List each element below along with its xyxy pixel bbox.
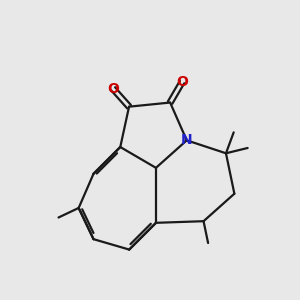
Text: O: O — [107, 82, 119, 96]
Text: N: N — [181, 133, 193, 147]
Text: O: O — [176, 75, 188, 89]
